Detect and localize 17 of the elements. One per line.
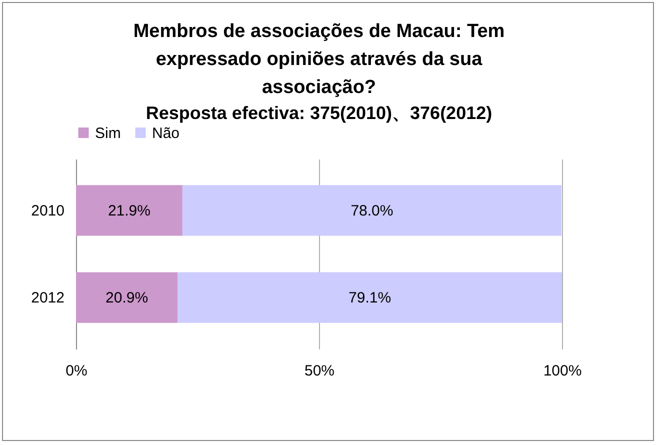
chart-title: Membros de associações de Macau: Tem expressado opiniões através da sua associação?: [133, 21, 505, 98]
bar: [76, 185, 182, 236]
bar: [178, 272, 562, 323]
bar: [76, 272, 178, 323]
legend-label: Sim: [95, 124, 121, 142]
text: 20.9%: [106, 290, 148, 307]
text: 79.1%: [348, 290, 392, 307]
chart-subtitle: Resposta efectiva: 375(2010)、376(2012): [146, 103, 492, 123]
y-tick-label: 2012: [31, 290, 64, 307]
x-tick-label: 100%: [543, 362, 582, 380]
legend-label: Não: [152, 124, 180, 142]
x-tick-label: 50%: [304, 362, 335, 380]
text: 21.9%: [108, 202, 150, 220]
y-tick-label: 2010: [31, 202, 64, 220]
text: 78.0%: [350, 202, 394, 220]
bar: [182, 185, 562, 236]
x-tick-label: 0%: [66, 362, 88, 380]
